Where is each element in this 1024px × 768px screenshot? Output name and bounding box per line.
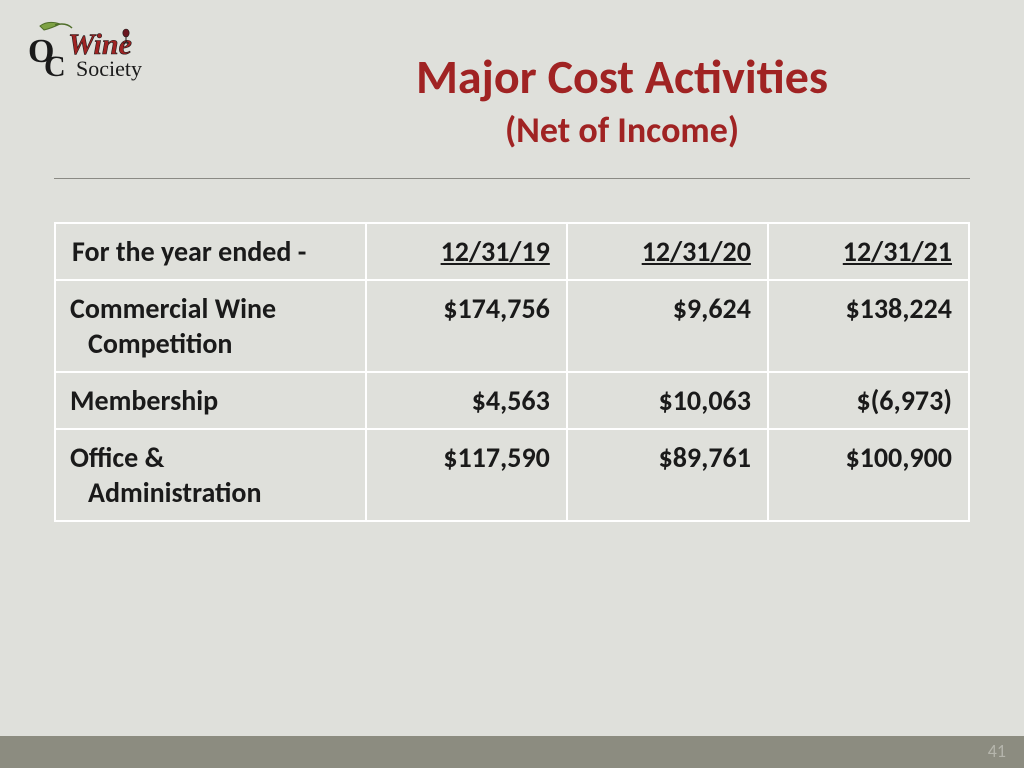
- header-col-2: 12/31/21: [768, 223, 969, 280]
- table-row: Commercial Wine Competition $174,756 $9,…: [55, 280, 969, 372]
- row-label: Commercial Wine Competition: [55, 280, 366, 372]
- row-label-line1: Commercial Wine: [70, 291, 276, 326]
- page-subtitle: (Net of Income): [280, 108, 964, 152]
- cell: $10,063: [567, 372, 768, 429]
- cell: $4,563: [366, 372, 567, 429]
- horizontal-rule: [54, 178, 970, 179]
- header-label: For the year ended -: [55, 223, 366, 280]
- row-label: Office & Administration: [55, 429, 366, 521]
- cell: $9,624: [567, 280, 768, 372]
- table-row: Office & Administration $117,590 $89,761…: [55, 429, 969, 521]
- svg-text:Society: Society: [76, 56, 142, 81]
- row-label-line1: Membership: [70, 383, 218, 418]
- logo: O C Wine Society: [22, 18, 182, 88]
- table-header-row: For the year ended - 12/31/19 12/31/20 1…: [55, 223, 969, 280]
- cell: $89,761: [567, 429, 768, 521]
- svg-text:C: C: [44, 50, 66, 83]
- cell: $174,756: [366, 280, 567, 372]
- cell: $(6,973): [768, 372, 969, 429]
- table-row: Membership $4,563 $10,063 $(6,973): [55, 372, 969, 429]
- cost-table: For the year ended - 12/31/19 12/31/20 1…: [54, 222, 970, 522]
- cell: $100,900: [768, 429, 969, 521]
- footer-bar: [0, 736, 1024, 768]
- cell: $117,590: [366, 429, 567, 521]
- page-number: 41: [988, 740, 1006, 762]
- page-title: Major Cost Activities: [280, 52, 964, 102]
- cell: $138,224: [768, 280, 969, 372]
- row-label: Membership: [55, 372, 366, 429]
- row-label-line1: Office &: [70, 440, 164, 475]
- title-block: Major Cost Activities (Net of Income): [280, 52, 964, 152]
- header-col-0: 12/31/19: [366, 223, 567, 280]
- header-col-1: 12/31/20: [567, 223, 768, 280]
- cost-table-wrap: For the year ended - 12/31/19 12/31/20 1…: [54, 222, 970, 522]
- row-label-line2: Administration: [70, 475, 349, 510]
- row-label-line2: Competition: [70, 326, 349, 361]
